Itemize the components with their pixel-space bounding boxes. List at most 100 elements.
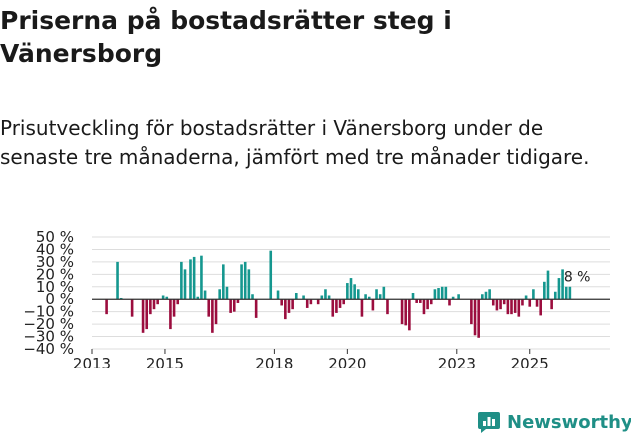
bar xyxy=(535,299,539,307)
bar xyxy=(196,296,200,300)
bar xyxy=(149,299,152,315)
bar xyxy=(568,286,572,300)
bar xyxy=(360,299,364,317)
bar xyxy=(451,296,455,300)
bar xyxy=(481,294,484,300)
bar xyxy=(349,278,353,300)
bar xyxy=(422,299,426,315)
x-tick-label: 2018 xyxy=(255,355,293,368)
bar xyxy=(180,261,183,300)
y-tick-label: −40 % xyxy=(23,340,74,358)
bar xyxy=(338,299,342,308)
bar xyxy=(236,299,240,303)
y-tick-label: 40 % xyxy=(36,240,74,258)
bar xyxy=(342,299,346,305)
bar xyxy=(411,293,415,300)
y-tick-label: −20 % xyxy=(23,315,74,333)
y-tick-label: 20 % xyxy=(36,265,74,283)
bar xyxy=(335,299,338,313)
bar xyxy=(444,286,448,300)
bar xyxy=(543,281,546,300)
bar xyxy=(557,278,561,300)
x-tick-label: 2023 xyxy=(438,355,476,368)
bar xyxy=(130,299,134,317)
bar xyxy=(561,269,564,300)
y-tick-label: 50 % xyxy=(36,228,74,246)
bar xyxy=(269,250,273,300)
bar xyxy=(353,284,356,300)
bar xyxy=(183,269,187,300)
bar xyxy=(382,286,386,300)
y-axis-tick-labels: 50 %40 %30 %20 %10 %0 %−10 %−20 %−30 %−4… xyxy=(23,228,74,358)
bar xyxy=(356,289,360,300)
bar xyxy=(105,299,108,315)
bar xyxy=(513,299,517,313)
bar xyxy=(524,295,528,300)
newsworthy-logo-icon xyxy=(478,412,500,433)
bar xyxy=(200,255,203,300)
x-tick-label: 2025 xyxy=(511,355,549,368)
bar xyxy=(539,299,542,316)
bar xyxy=(448,299,451,306)
bar xyxy=(294,293,298,300)
bar xyxy=(495,299,499,311)
newsworthy-brand[interactable]: Newsworthy xyxy=(477,407,631,437)
bar xyxy=(229,299,232,313)
latest-value-annotation: 8 % xyxy=(564,269,591,285)
bar xyxy=(145,299,149,330)
bar xyxy=(499,299,502,310)
bar xyxy=(156,299,159,305)
bar xyxy=(207,299,211,317)
bar xyxy=(222,264,225,300)
bar xyxy=(367,296,371,300)
bar xyxy=(484,291,488,300)
bar xyxy=(470,299,473,325)
bar xyxy=(243,261,247,300)
chart-subtitle: Prisutveckling för bostadsrätter i Väner… xyxy=(0,116,590,169)
y-tick-label: −10 % xyxy=(23,303,74,321)
x-tick-label: 2013 xyxy=(73,355,111,368)
bar xyxy=(218,289,221,300)
bar xyxy=(161,295,165,300)
bar xyxy=(510,299,513,315)
bar xyxy=(404,299,408,326)
bar xyxy=(309,299,313,305)
bar xyxy=(116,261,119,300)
bar xyxy=(119,297,123,300)
bar xyxy=(528,299,532,307)
bar xyxy=(169,299,172,330)
bar xyxy=(473,299,477,336)
bar xyxy=(378,294,382,300)
bar xyxy=(375,289,378,300)
bar xyxy=(506,299,510,315)
bar xyxy=(176,299,180,305)
bar xyxy=(302,295,305,300)
bar xyxy=(364,294,367,300)
bar xyxy=(251,294,254,300)
bar xyxy=(276,290,280,300)
bar xyxy=(440,286,444,300)
bar xyxy=(214,299,218,325)
bar xyxy=(324,289,327,300)
bar-chart: 50 %40 %30 %20 %10 %0 %−10 %−20 %−30 %−4… xyxy=(23,228,610,368)
bar xyxy=(232,299,236,312)
bar xyxy=(429,299,433,305)
bar xyxy=(491,299,495,306)
bar xyxy=(247,269,251,300)
bar xyxy=(517,299,521,317)
bar xyxy=(152,299,156,310)
x-tick-label: 2015 xyxy=(146,355,184,368)
bar xyxy=(192,256,196,300)
bar xyxy=(415,299,418,303)
bar xyxy=(477,299,480,338)
bar xyxy=(437,288,440,300)
bar xyxy=(371,299,375,311)
bar xyxy=(502,299,506,305)
bar xyxy=(386,299,389,315)
bar xyxy=(203,290,207,300)
bar xyxy=(457,294,460,300)
bar xyxy=(426,299,429,310)
brand-name: Newsworthy xyxy=(507,411,631,433)
bar xyxy=(433,289,437,300)
bar xyxy=(553,291,557,300)
